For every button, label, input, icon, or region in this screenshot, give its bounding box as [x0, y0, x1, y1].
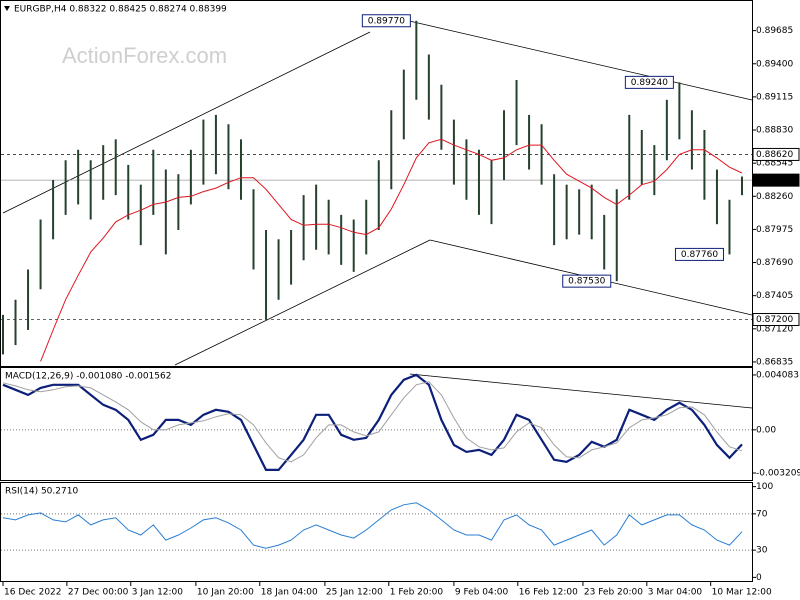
trendline — [2, 31, 371, 214]
header-icon — [4, 6, 10, 11]
x-tick-label: 16 Feb 12:00 — [519, 588, 578, 598]
y-tick-label: 0.86835 — [756, 357, 793, 367]
chart-title: EURGBP,H4 0.88322 0.88425 0.88274 0.8839… — [14, 5, 227, 15]
annotation-box — [562, 274, 612, 288]
trendline — [409, 373, 753, 409]
annotation-box — [674, 247, 724, 261]
level-label-box — [752, 313, 800, 327]
moving-average — [40, 138, 743, 362]
x-tick-label: 23 Feb 20:00 — [584, 588, 643, 598]
trendline — [174, 239, 431, 366]
y-tick-label: 70 — [756, 509, 768, 519]
x-tick-label: 3 Mar 04:00 — [648, 588, 703, 598]
annotation-box — [361, 14, 411, 28]
level-label: 0.87200 — [756, 315, 793, 325]
trendlines — [2, 19, 753, 409]
y-tick-label: 30 — [756, 546, 768, 556]
indicator-line — [2, 381, 743, 463]
y-tick-label: 0.88260 — [756, 192, 793, 202]
annotation-label: 0.89240 — [631, 78, 668, 88]
x-tick-label: 1 Feb 20:00 — [390, 588, 444, 598]
y-tick-label: 0.87690 — [756, 258, 793, 268]
level-label-box — [752, 147, 800, 161]
y-tick-label: 0.87975 — [756, 225, 793, 235]
y-tick-label: 0.89685 — [756, 26, 793, 36]
x-tick-label: 3 Jan 12:00 — [132, 588, 184, 598]
y-tick-label: -0.003209 — [756, 468, 800, 478]
y-tick-label: 0.004083 — [756, 370, 799, 380]
x-tick-label: 27 Dec 00:00 — [68, 588, 129, 598]
annotation-label: 0.87530 — [568, 277, 605, 287]
macd-frame — [0, 367, 753, 481]
indicator-line — [2, 373, 743, 471]
level-label-box — [752, 173, 800, 187]
y-tick-label: 0.87405 — [756, 291, 793, 301]
x-tick-label: 18 Jan 04:00 — [261, 588, 318, 598]
y-tick-label: 0.88830 — [756, 126, 793, 136]
trendline — [404, 19, 753, 101]
x-tick-label: 16 Dec 2022 — [4, 588, 62, 598]
y-tick-label: 0.89400 — [756, 59, 793, 69]
y-tick-label: 100 — [756, 482, 773, 492]
macd-title: MACD(12,26,9) -0.001080 -0.001562 — [5, 372, 171, 382]
x-tick-label: 9 Feb 04:00 — [455, 588, 509, 598]
y-tick-label: 0.00 — [756, 425, 776, 435]
y-tick-label: 0.88545 — [756, 159, 793, 169]
watermark: ActionForex.com — [62, 43, 227, 68]
level-label: 0.88620 — [756, 150, 793, 160]
x-tick-label: 10 Jan 20:00 — [197, 588, 254, 598]
x-tick-label: 25 Jan 12:00 — [326, 588, 383, 598]
annotation-label: 0.89770 — [368, 16, 405, 26]
y-tick-label: 0.89115 — [756, 92, 793, 102]
indicator-line — [2, 502, 743, 549]
x-tick-label: 10 Mar 12:00 — [712, 588, 772, 598]
y-tick-label: 0 — [756, 573, 762, 583]
annotation-label: 0.87760 — [681, 250, 718, 260]
rsi-frame — [0, 482, 753, 582]
rsi-title: RSI(14) 50.2710 — [5, 487, 78, 497]
level-label: 0.88399 — [756, 176, 793, 186]
annotation-box — [624, 75, 674, 89]
y-tick-label: 0.87120 — [756, 324, 793, 334]
